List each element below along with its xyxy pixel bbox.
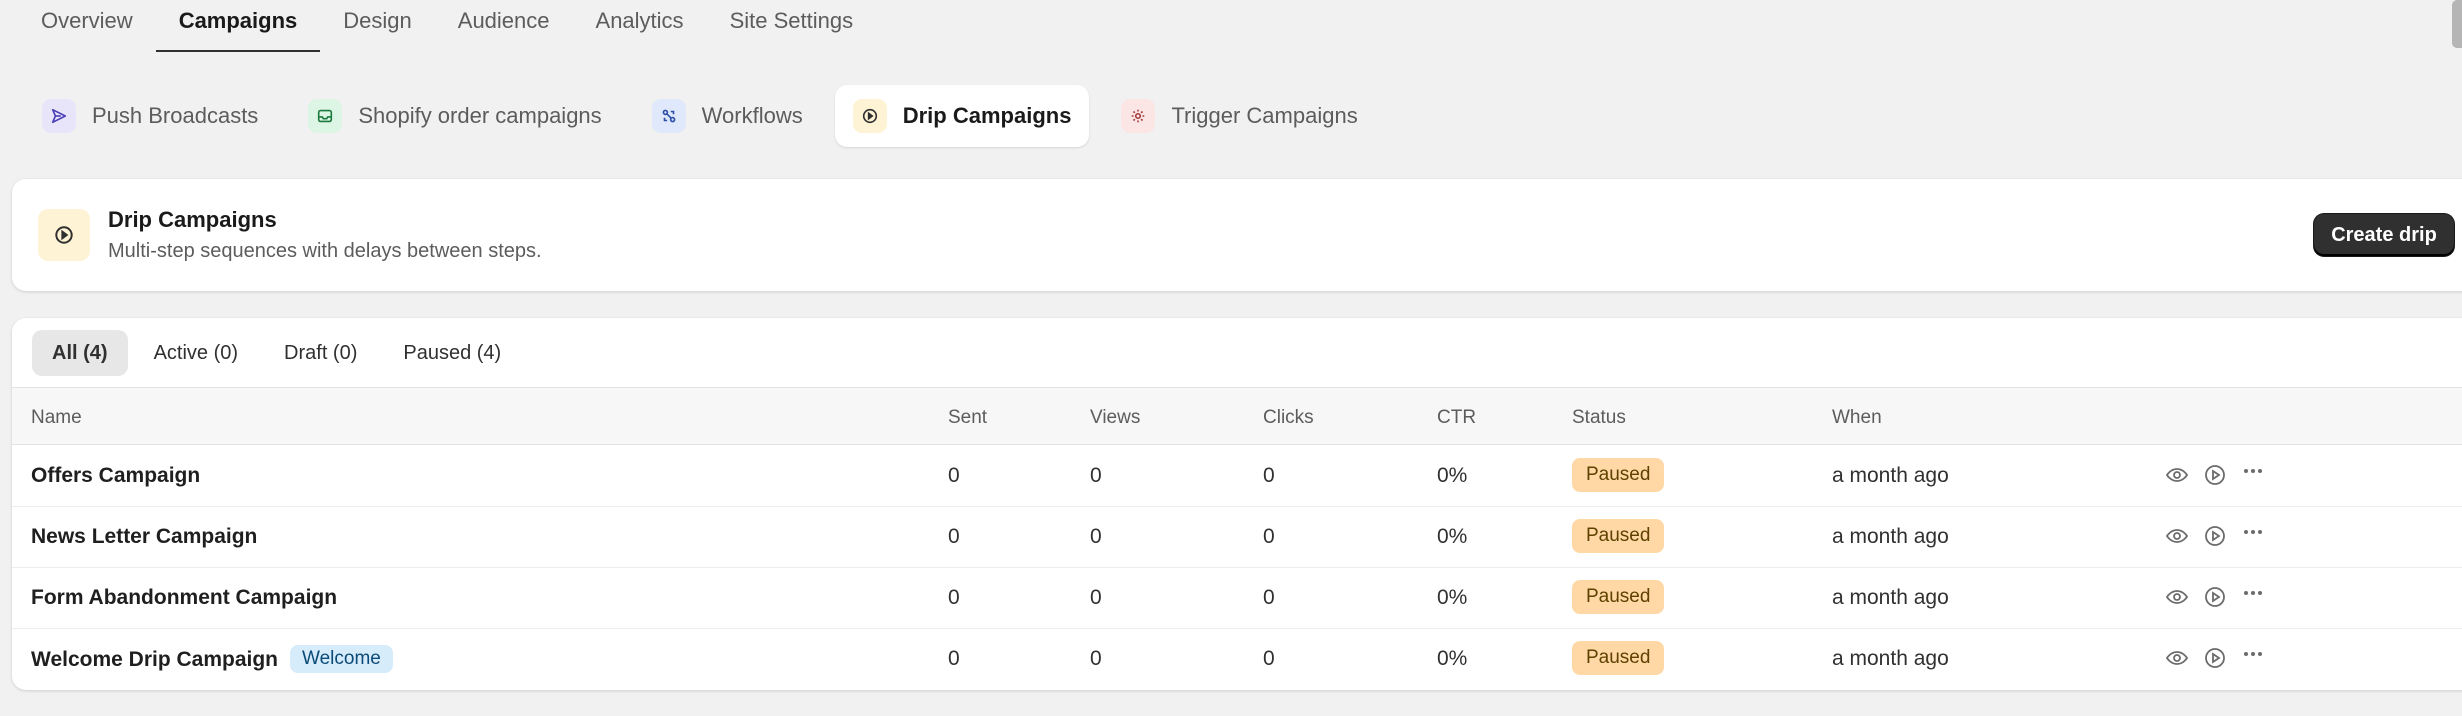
tab-site-settings[interactable]: Site Settings xyxy=(729,8,854,33)
more-icon[interactable] xyxy=(2238,582,2268,612)
inbox-icon xyxy=(308,99,343,133)
send-icon xyxy=(42,99,76,133)
gear-icon xyxy=(1121,99,1156,133)
tab-analytics[interactable]: Analytics xyxy=(595,8,684,33)
subtab-label: Workflows xyxy=(701,103,803,128)
top-nav: Overview Campaigns Design Audience Analy… xyxy=(0,0,2462,52)
status-filters: All (4) Active (0) Draft (0) Paused (4) xyxy=(32,330,527,376)
sent-value: 0 xyxy=(948,464,960,487)
play-circle-icon xyxy=(852,99,887,133)
eye-icon[interactable] xyxy=(2162,643,2192,673)
play-circle-icon[interactable] xyxy=(2200,643,2230,673)
drip-header-card: Drip Campaigns Multi-step sequences with… xyxy=(12,179,2462,291)
campaigns-table-card: All (4) Active (0) Draft (0) Paused (4) … xyxy=(12,318,2462,690)
clicks-value: 0 xyxy=(1263,586,1275,609)
column-header-ctr[interactable]: CTR xyxy=(1437,407,1477,428)
ctr-value: 0% xyxy=(1437,464,1468,487)
tab-audience[interactable]: Audience xyxy=(457,8,550,33)
page-title: Drip Campaigns xyxy=(108,207,277,232)
clicks-value: 0 xyxy=(1263,464,1275,487)
table-row[interactable]: Welcome Drip Campaign Welcome 0 0 0 0% Pa… xyxy=(12,629,2462,690)
tab-overview[interactable]: Overview xyxy=(41,8,133,33)
sent-value: 0 xyxy=(948,525,960,548)
status-badge: Paused xyxy=(1572,580,1665,614)
views-value: 0 xyxy=(1090,586,1102,609)
campaign-name-text: Welcome Drip Campaign xyxy=(31,648,278,671)
subtab-label: Drip Campaigns xyxy=(902,103,1072,128)
workflow-icon xyxy=(651,99,686,133)
tab-campaigns[interactable]: Campaigns xyxy=(155,0,321,52)
column-header-clicks[interactable]: Clicks xyxy=(1263,407,1314,428)
eye-icon[interactable] xyxy=(2162,521,2192,551)
status-badge: Paused xyxy=(1572,458,1665,492)
subtab-trigger-campaigns[interactable]: Trigger Campaigns xyxy=(1103,85,1375,147)
row-actions xyxy=(2162,521,2276,551)
subtab-label: Shopify order campaigns xyxy=(358,103,602,128)
play-circle-icon xyxy=(38,209,90,261)
tab-design[interactable]: Design xyxy=(343,8,412,33)
subtab-shopify-order-campaigns[interactable]: Shopify order campaigns xyxy=(290,85,619,147)
when-value: a month ago xyxy=(1832,464,1949,487)
subtab-workflows[interactable]: Workflows xyxy=(634,85,821,147)
row-actions xyxy=(2162,582,2276,612)
status-badge: Paused xyxy=(1572,519,1665,553)
table-header: Name Sent Views Clicks CTR Status When xyxy=(12,387,2462,445)
when-value: a month ago xyxy=(1832,586,1949,609)
ctr-value: 0% xyxy=(1437,586,1468,609)
clicks-value: 0 xyxy=(1263,647,1275,670)
more-icon[interactable] xyxy=(2238,460,2268,490)
table-row[interactable]: Offers Campaign 0 0 0 0% Paused a month … xyxy=(12,446,2462,507)
column-header-views[interactable]: Views xyxy=(1090,407,1141,428)
filter-paused[interactable]: Paused (4) xyxy=(403,341,502,364)
views-value: 0 xyxy=(1090,647,1102,670)
column-header-name[interactable]: Name xyxy=(31,407,82,428)
more-icon[interactable] xyxy=(2238,643,2268,673)
table-row[interactable]: News Letter Campaign 0 0 0 0% Paused a m… xyxy=(12,507,2462,568)
when-value: a month ago xyxy=(1832,647,1949,670)
ctr-value: 0% xyxy=(1437,647,1468,670)
play-circle-icon[interactable] xyxy=(2200,460,2230,490)
campaign-name[interactable]: Offers Campaign xyxy=(31,464,201,487)
subtab-label: Trigger Campaigns xyxy=(1171,103,1358,128)
status-badge: Paused xyxy=(1572,641,1665,675)
filter-draft[interactable]: Draft (0) xyxy=(284,341,358,364)
clicks-value: 0 xyxy=(1263,525,1275,548)
column-header-sent[interactable]: Sent xyxy=(948,407,988,428)
play-circle-icon[interactable] xyxy=(2200,521,2230,551)
campaign-type-tabs: Push Broadcasts Shopify order campaigns … xyxy=(24,85,1390,147)
page-subtitle: Multi-step sequences with delays between… xyxy=(108,240,542,262)
sent-value: 0 xyxy=(948,586,960,609)
column-header-status[interactable]: Status xyxy=(1572,407,1626,428)
filter-active[interactable]: Active (0) xyxy=(153,341,239,364)
views-value: 0 xyxy=(1090,525,1102,548)
column-header-when[interactable]: When xyxy=(1832,407,1882,428)
row-actions xyxy=(2162,643,2276,673)
eye-icon[interactable] xyxy=(2162,582,2192,612)
subtab-drip-campaigns[interactable]: Drip Campaigns xyxy=(834,85,1090,147)
when-value: a month ago xyxy=(1832,525,1949,548)
eye-icon[interactable] xyxy=(2162,460,2192,490)
campaign-name[interactable]: Form Abandonment Campaign xyxy=(31,586,338,609)
ctr-value: 0% xyxy=(1437,525,1468,548)
filter-all[interactable]: All (4) xyxy=(32,330,128,376)
more-icon[interactable] xyxy=(2238,521,2268,551)
subtab-label: Push Broadcasts xyxy=(92,103,259,128)
row-actions xyxy=(2162,460,2276,490)
campaign-name[interactable]: News Letter Campaign xyxy=(31,525,258,548)
views-value: 0 xyxy=(1090,464,1102,487)
scrollbar-thumb[interactable] xyxy=(2452,0,2462,48)
table-row[interactable]: Form Abandonment Campaign 0 0 0 0% Pause… xyxy=(12,568,2462,629)
sent-value: 0 xyxy=(948,647,960,670)
create-drip-button[interactable]: Create drip xyxy=(2314,214,2454,256)
welcome-tag: Welcome xyxy=(290,645,393,673)
play-circle-icon[interactable] xyxy=(2200,582,2230,612)
campaign-name[interactable]: Welcome Drip Campaign Welcome xyxy=(31,645,393,675)
subtab-push-broadcasts[interactable]: Push Broadcasts xyxy=(24,85,276,147)
